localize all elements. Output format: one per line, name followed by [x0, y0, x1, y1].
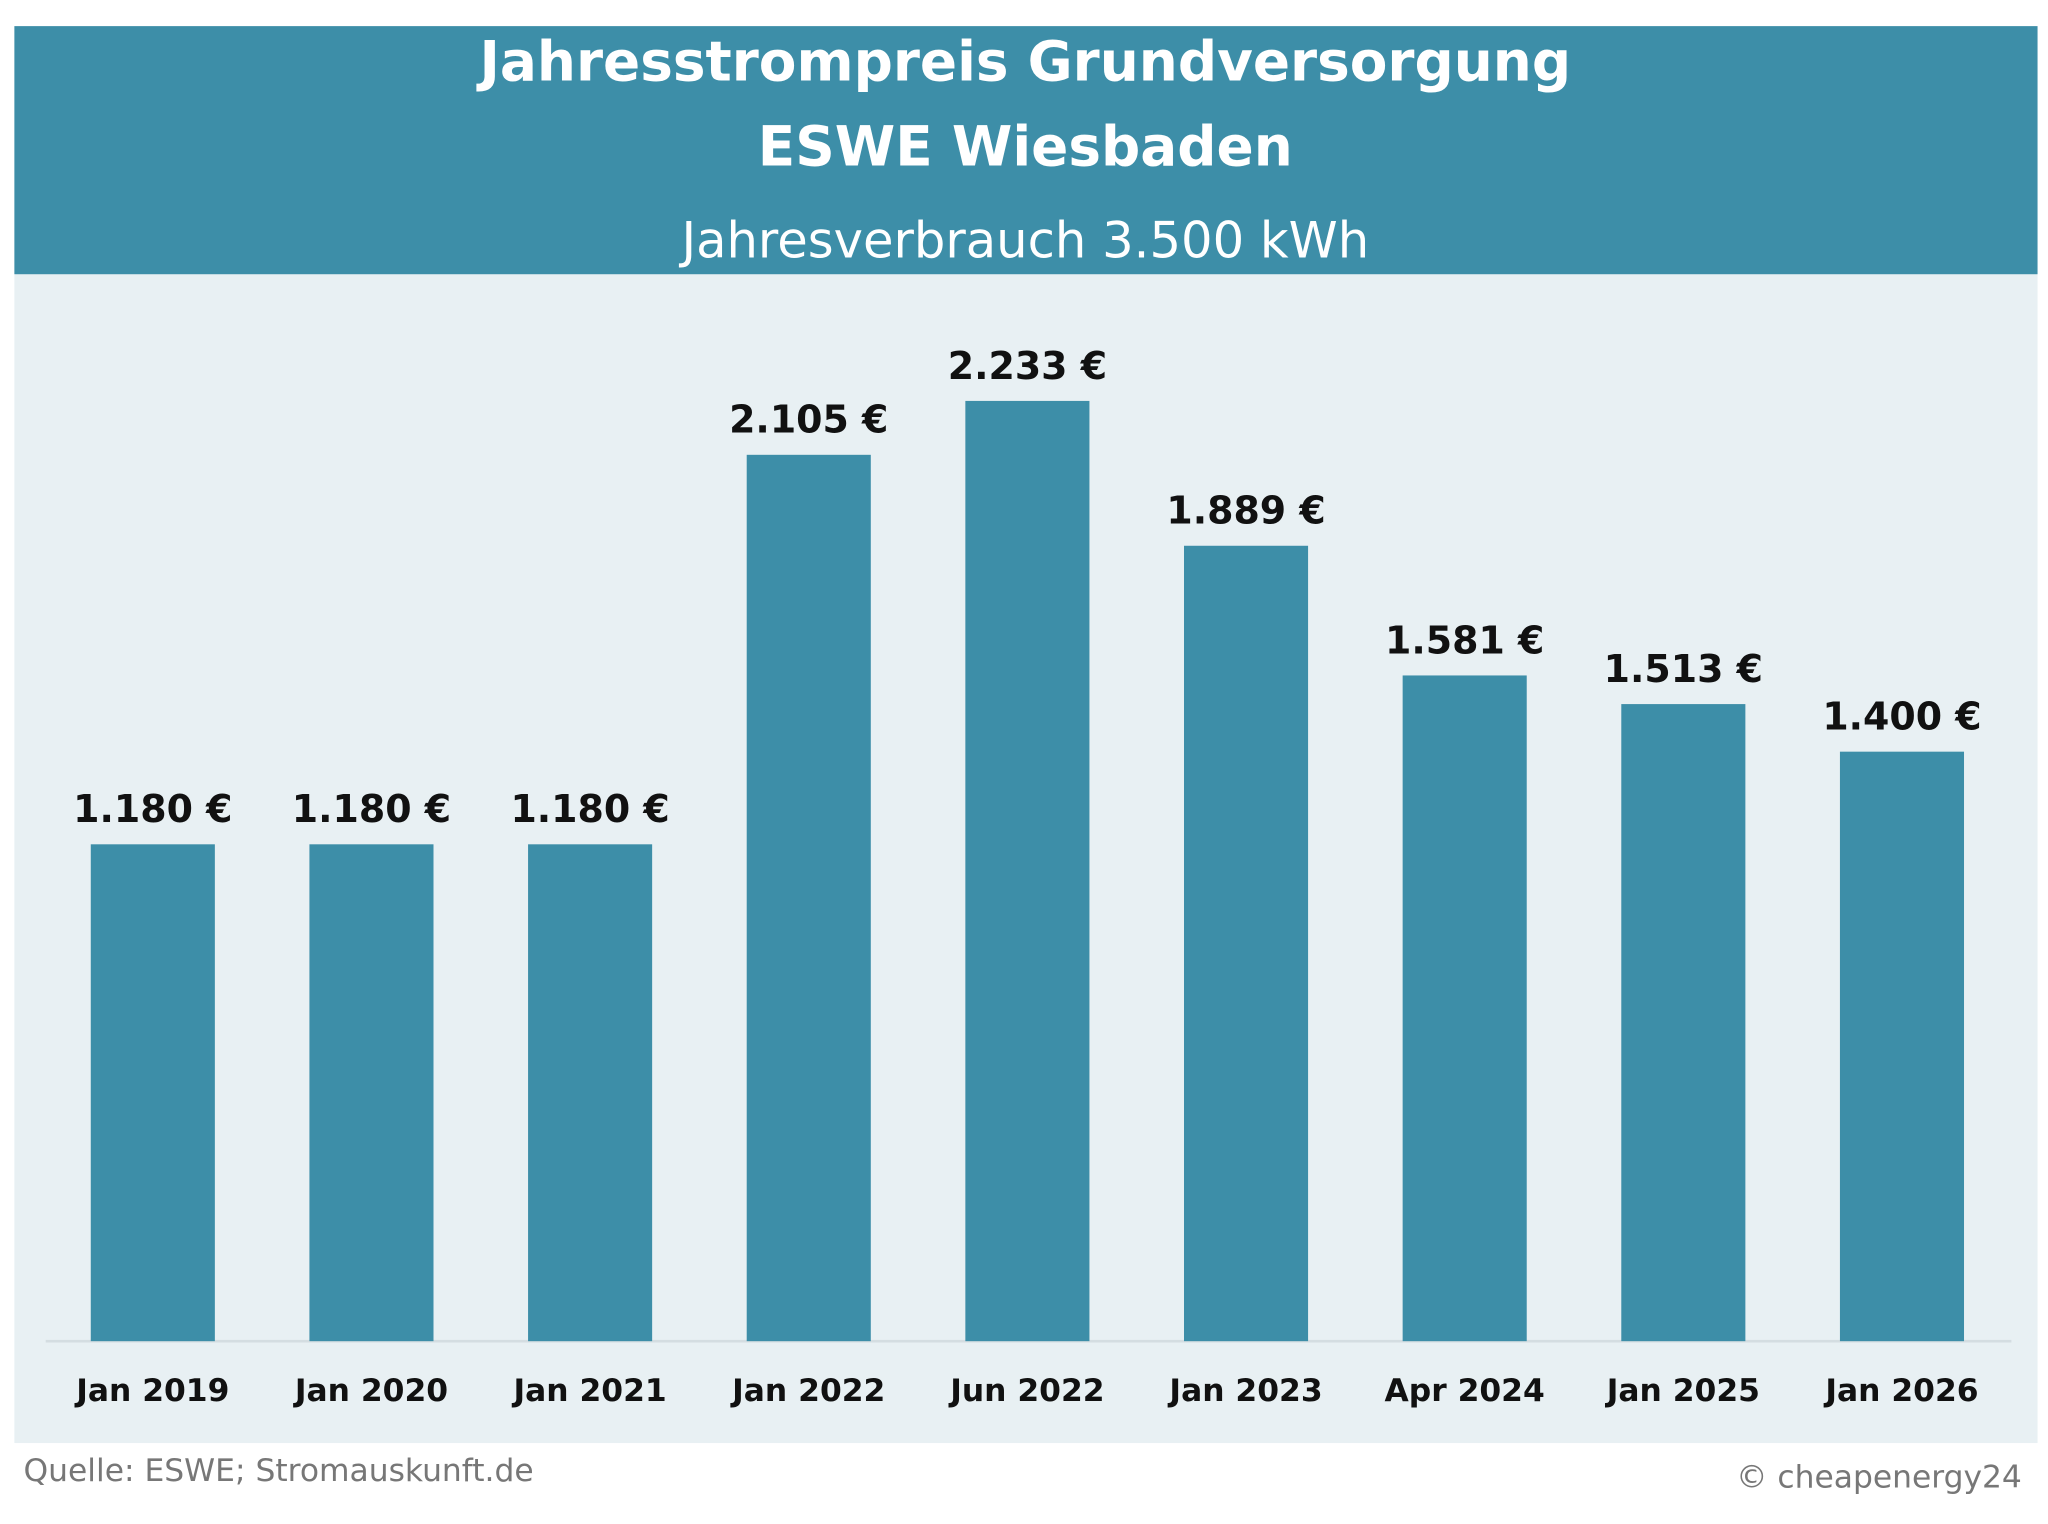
x-tick-label: Jun 2022 — [948, 1373, 1104, 1409]
x-tick-label: Apr 2024 — [1385, 1373, 1545, 1409]
x-tick-label: Jan 2020 — [293, 1373, 448, 1409]
bar — [746, 454, 871, 1342]
chart-title: ESWE Wiesbaden — [758, 114, 1293, 178]
chart-subtitle: Jahresverbrauch 3.500 kWh — [678, 212, 1369, 270]
bar — [965, 400, 1090, 1342]
x-tick-label: Jan 2022 — [730, 1373, 885, 1409]
x-tick-label: Jan 2021 — [511, 1373, 666, 1409]
value-label: 1.889 € — [1166, 489, 1325, 533]
x-tick-label: Jan 2023 — [1167, 1373, 1322, 1409]
credit: © cheapenergy24 — [1736, 1459, 2022, 1495]
source: Quelle: ESWE; Stromauskunft.de — [24, 1453, 534, 1489]
x-tick-label: Jan 2025 — [1605, 1373, 1760, 1409]
bar — [1402, 675, 1527, 1342]
value-label: 2.105 € — [729, 398, 888, 442]
bar — [1621, 704, 1746, 1342]
value-label: 1.180 € — [510, 787, 669, 831]
bar — [1839, 751, 1965, 1342]
bar — [1184, 545, 1309, 1342]
value-label: 2.233 € — [948, 344, 1107, 388]
bar — [309, 844, 434, 1342]
x-tick-label: Jan 2019 — [74, 1373, 229, 1409]
value-label: 1.513 € — [1604, 647, 1763, 691]
chart-title: Jahresstrompreis Grundversorgung — [476, 29, 1572, 93]
value-label: 1.180 € — [73, 787, 232, 831]
value-label: 1.581 € — [1385, 618, 1544, 662]
value-label: 1.400 € — [1822, 695, 1981, 739]
bar — [90, 844, 215, 1342]
header — [14, 26, 2038, 275]
x-tick-label: Jan 2026 — [1823, 1373, 1978, 1409]
bar — [528, 844, 653, 1342]
value-label: 1.180 € — [292, 787, 451, 831]
